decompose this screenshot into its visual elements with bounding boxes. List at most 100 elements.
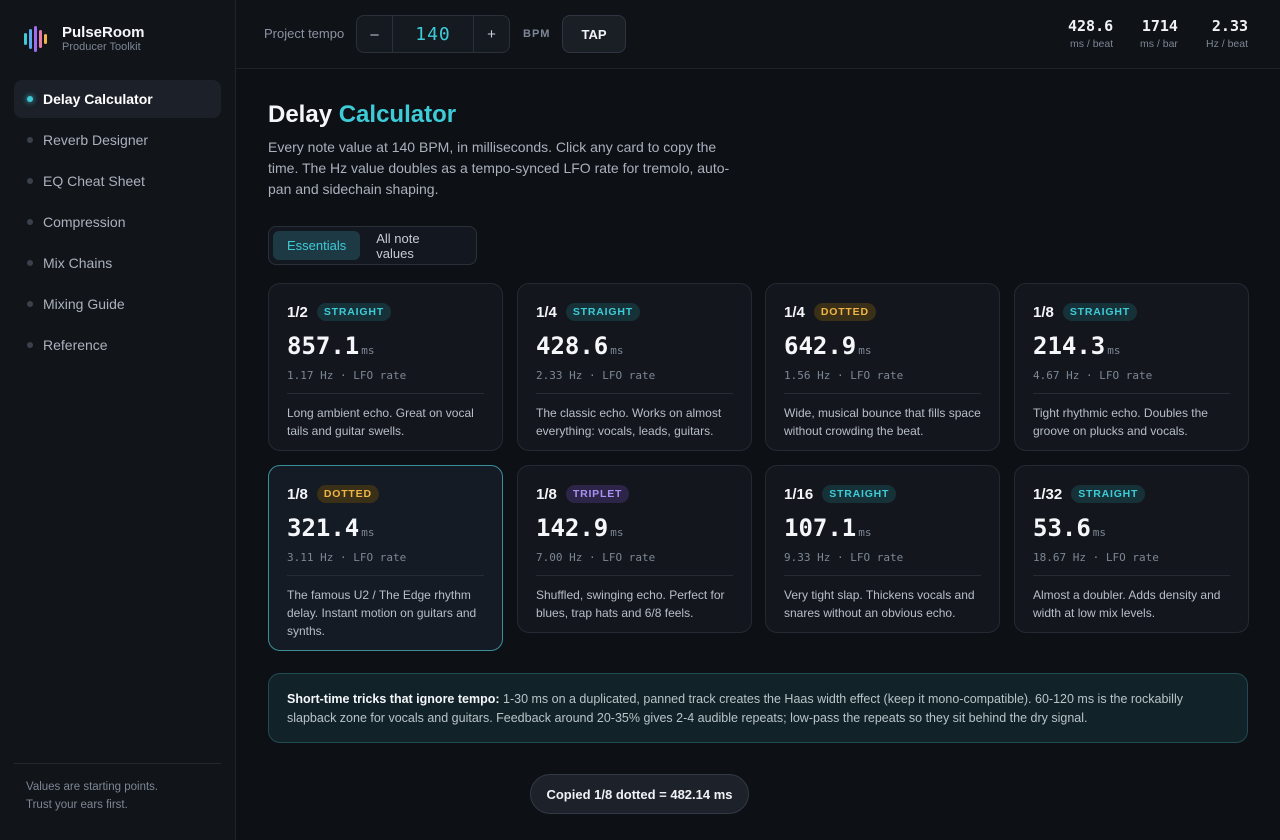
- sidebar-item-reverb-designer[interactable]: Reverb Designer: [14, 121, 221, 159]
- card-header: 1/4 STRAIGHT: [536, 302, 733, 322]
- lfo-rate: 4.67 Hz · LFO rate: [1033, 369, 1230, 394]
- note-card[interactable]: 1/8 DOTTED 321.4 ms 3.11 Hz · LFO rate The fa…: [268, 465, 503, 651]
- card-description: The classic echo. Works on almost everyt…: [536, 406, 722, 438]
- note-card[interactable]: 1/2 STRAIGHT 857.1 ms 1.17 Hz · LFO rate Long…: [268, 283, 503, 451]
- card-header: 1/8 STRAIGHT: [1033, 302, 1230, 322]
- lfo-rate: 1.56 Hz · LFO rate: [784, 369, 981, 394]
- tempo-increment-button[interactable]: +: [487, 25, 496, 43]
- dot-icon: [27, 219, 33, 225]
- note-type-badge: STRAIGHT: [316, 303, 391, 321]
- note-card[interactable]: 1/4 STRAIGHT 428.6 ms 2.33 Hz · LFO rate The …: [517, 283, 752, 451]
- card-header: 1/8 DOTTED: [287, 484, 484, 504]
- delay-ms-unit: ms: [610, 526, 624, 539]
- delay-time: 142.9 ms: [536, 514, 733, 544]
- brand[interactable]: PulseRoom Producer Toolkit: [24, 24, 145, 54]
- note-value: 1/8: [1033, 303, 1054, 321]
- note-type-badge: DOTTED: [316, 485, 379, 503]
- tap-tempo-button[interactable]: TAP: [562, 15, 626, 53]
- note-type-badge: DOTTED: [813, 303, 876, 321]
- sidebar-item-mixing-guide[interactable]: Mixing Guide: [14, 285, 221, 323]
- sidebar-item-label: Compression: [43, 214, 126, 230]
- sidebar-item-reference[interactable]: Reference: [14, 326, 221, 364]
- stat-value: 1714: [1141, 17, 1178, 35]
- note-value: 1/32: [1033, 485, 1063, 503]
- stat-label: Hz / beat: [1206, 38, 1249, 50]
- note-type-badge: STRAIGHT: [1071, 485, 1146, 503]
- sidebar-item-label: EQ Cheat Sheet: [43, 173, 145, 189]
- view-tabs: Essentials All note values: [268, 226, 477, 265]
- note-type-badge: STRAIGHT: [565, 303, 640, 321]
- card-header: 1/32 STRAIGHT: [1033, 484, 1230, 504]
- stat-value: 428.6: [1068, 17, 1114, 35]
- card-description: Wide, musical bounce that fills space wi…: [784, 406, 981, 438]
- sidebar-item-mix-chains[interactable]: Mix Chains: [14, 244, 221, 282]
- topbar: Project tempo – 140 + BPM TAP 428.6 ms /…: [236, 0, 1280, 69]
- sidebar-item-label: Reverb Designer: [43, 132, 149, 148]
- tempo-decrement-button[interactable]: –: [370, 25, 379, 43]
- delay-ms-unit: ms: [1092, 526, 1107, 539]
- lfo-rate: 18.67 Hz · LFO rate: [1033, 551, 1230, 576]
- bpm-unit: BPM: [523, 28, 551, 40]
- page-title: Delay Calculator: [268, 101, 456, 129]
- note-type-badge: STRAIGHT: [822, 485, 897, 503]
- note-value: 1/4: [784, 303, 805, 321]
- sidebar-item-compression[interactable]: Compression: [14, 203, 221, 241]
- stat-hz-per-beat: 2.33 Hz / beat: [1206, 17, 1248, 51]
- card-header: 1/16 STRAIGHT: [784, 484, 981, 504]
- delay-time: 214.3 ms: [1033, 332, 1230, 362]
- tempo-input[interactable]: 140: [392, 16, 474, 52]
- card-header: 1/4 DOTTED: [784, 302, 981, 322]
- brand-name: PulseRoom: [62, 24, 145, 41]
- sidebar-item-eq-cheat-sheet[interactable]: EQ Cheat Sheet: [14, 162, 221, 200]
- card-description: Shuffled, swinging echo. Perfect for blu…: [536, 588, 725, 620]
- note-card[interactable]: 1/8 TRIPLET 142.9 ms 7.00 Hz · LFO rate Shuff…: [517, 465, 752, 633]
- delay-time: 857.1 ms: [287, 332, 484, 362]
- active-dot-icon: [27, 96, 33, 102]
- sidebar-footer: Values are starting points. Trust your e…: [14, 763, 221, 814]
- sidebar-item-label: Mix Chains: [43, 255, 113, 271]
- delay-time: 428.6 ms: [536, 332, 733, 362]
- lfo-rate: 9.33 Hz · LFO rate: [784, 551, 981, 576]
- note-card[interactable]: 1/8 STRAIGHT 214.3 ms 4.67 Hz · LFO rate Tigh…: [1014, 283, 1249, 451]
- title-plain: Delay: [268, 101, 333, 128]
- dot-icon: [27, 260, 33, 266]
- delay-ms-unit: ms: [361, 526, 375, 539]
- dot-icon: [27, 137, 33, 143]
- sidebar: PulseRoom Producer Toolkit Delay Calcula…: [0, 0, 236, 840]
- lfo-rate: 7.00 Hz · LFO rate: [536, 551, 733, 576]
- card-description: Long ambient echo. Great on vocal tails …: [287, 406, 474, 438]
- card-header: 1/8 TRIPLET: [536, 484, 733, 504]
- delay-ms-value: 857.1: [287, 332, 360, 360]
- card-description: Almost a doubler. Adds density and width…: [1033, 588, 1221, 620]
- sidebar-footer-line: Values are starting points.: [26, 781, 159, 793]
- sidebar-item-delay-calculator[interactable]: Delay Calculator: [14, 80, 221, 118]
- dot-icon: [27, 178, 33, 184]
- stat-ms-per-beat: 428.6 ms / beat: [1068, 17, 1113, 51]
- copied-toast: Copied 1/8 dotted = 482.14 ms: [530, 774, 749, 814]
- delay-ms-value: 321.4: [287, 514, 360, 542]
- note-card[interactable]: 1/16 STRAIGHT 107.1 ms 9.33 Hz · LFO rate Ver…: [765, 465, 1000, 633]
- lfo-rate: 2.33 Hz · LFO rate: [536, 369, 733, 394]
- note-card[interactable]: 1/32 STRAIGHT 53.6 ms 18.67 Hz · LFO rate Alm…: [1014, 465, 1249, 633]
- delay-time: 53.6 ms: [1033, 514, 1230, 544]
- delay-ms-unit: ms: [858, 344, 872, 357]
- stat-label: ms / bar: [1140, 38, 1178, 50]
- delay-ms-unit: ms: [610, 344, 624, 357]
- sidebar-footer-line: Trust your ears first.: [26, 799, 128, 811]
- note-value: 1/8: [287, 485, 308, 503]
- tempo-stepper: – 140 +: [356, 15, 510, 53]
- tab-all-note-values[interactable]: All note values: [376, 230, 420, 261]
- title-accent: Calculator: [338, 101, 457, 128]
- dot-icon: [27, 342, 33, 348]
- stat-ms-per-bar: 1714 ms / bar: [1140, 17, 1178, 51]
- tip-lead: Short-time tricks that ignore tempo:: [287, 692, 500, 706]
- tab-essentials[interactable]: Essentials: [273, 231, 361, 260]
- note-card[interactable]: 1/4 DOTTED 642.9 ms 1.56 Hz · LFO rate Wide, …: [765, 283, 1000, 451]
- dot-icon: [27, 301, 33, 307]
- lfo-rate: 1.17 Hz · LFO rate: [287, 369, 484, 394]
- card-header: 1/2 STRAIGHT: [287, 302, 484, 322]
- card-description: The famous U2 / The Edge rhythm delay. I…: [287, 588, 477, 638]
- sidebar-item-label: Reference: [43, 337, 108, 353]
- sidebar-nav: Delay Calculator Reverb Designer EQ Chea…: [14, 80, 221, 367]
- delay-ms-value: 53.6: [1033, 514, 1091, 542]
